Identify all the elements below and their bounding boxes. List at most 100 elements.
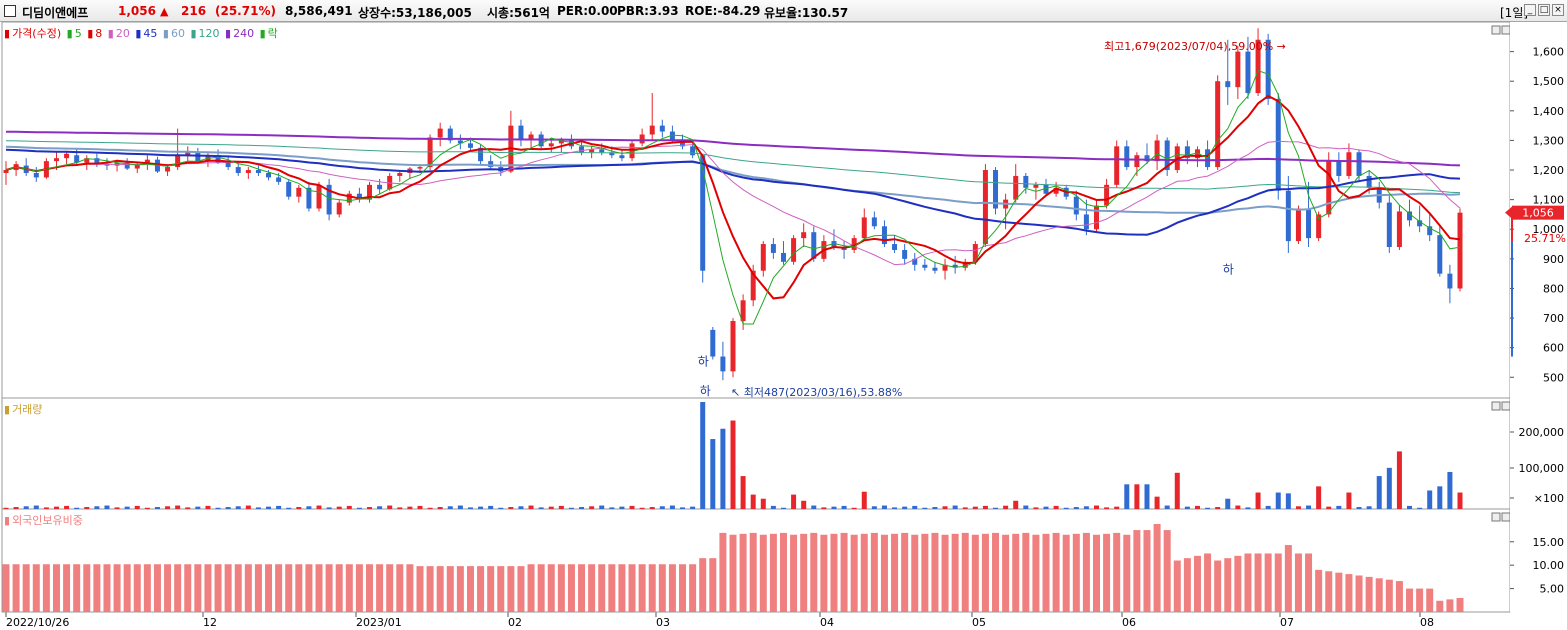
foreign-bar bbox=[1163, 530, 1171, 612]
foreign-bar bbox=[1103, 533, 1111, 612]
price-tick-label: 1,600 bbox=[1533, 46, 1565, 59]
candle-body bbox=[74, 155, 80, 163]
volume-bar bbox=[861, 491, 867, 509]
candle-body bbox=[33, 172, 39, 178]
volume-bar bbox=[1205, 507, 1211, 509]
candle-body bbox=[1356, 152, 1362, 176]
volume-bar bbox=[1174, 472, 1180, 509]
foreign-bar bbox=[1375, 578, 1383, 612]
candle-body bbox=[336, 202, 342, 215]
minimize-icon[interactable]: _ bbox=[1524, 4, 1536, 16]
foreign-bar bbox=[1173, 560, 1181, 612]
foreign-bar bbox=[719, 532, 727, 612]
period-selector[interactable]: [1일] bbox=[1500, 6, 1529, 20]
foreign-bar bbox=[618, 564, 626, 612]
candle-body bbox=[377, 184, 383, 190]
candle-body bbox=[276, 177, 282, 182]
foreign-bar bbox=[779, 532, 787, 612]
foreign-bar bbox=[820, 534, 828, 612]
volume-bar bbox=[144, 507, 150, 509]
volume-bar bbox=[367, 507, 372, 509]
candle-body bbox=[528, 134, 534, 141]
y-axis-area bbox=[1510, 22, 1567, 612]
candle-body bbox=[1144, 155, 1150, 162]
price-tick-label: 700 bbox=[1543, 312, 1564, 325]
foreign-bar bbox=[1183, 558, 1191, 612]
foreign-bar bbox=[1204, 553, 1212, 612]
foreign-bar bbox=[658, 564, 666, 612]
volume-bar bbox=[326, 507, 332, 509]
candle-body bbox=[437, 128, 443, 138]
volume-bar bbox=[922, 507, 928, 509]
candle-body bbox=[245, 170, 251, 173]
candle-body bbox=[1295, 208, 1301, 242]
candle-body bbox=[932, 267, 938, 271]
candle-body bbox=[548, 143, 554, 147]
candle-body bbox=[760, 244, 766, 271]
candle-body bbox=[306, 187, 312, 209]
volume-bar bbox=[1376, 476, 1382, 509]
foreign-bar bbox=[1325, 571, 1333, 612]
volume-panel-restore-icon bbox=[1491, 401, 1501, 411]
candle-body bbox=[356, 193, 362, 200]
candle-body bbox=[1407, 211, 1413, 221]
volume-bar bbox=[1053, 505, 1059, 509]
select-checkbox[interactable] bbox=[4, 5, 16, 17]
close-icon[interactable]: × bbox=[1552, 4, 1564, 16]
foreign-bar bbox=[749, 532, 757, 612]
foreign-bar bbox=[295, 564, 303, 612]
maximize-icon[interactable]: □ bbox=[1538, 4, 1550, 16]
foreign-bar bbox=[1153, 523, 1161, 612]
foreign-bar bbox=[1305, 553, 1313, 612]
candle-body bbox=[1366, 175, 1372, 188]
candle-body bbox=[902, 249, 908, 259]
candle-body bbox=[225, 162, 231, 168]
foreign-bar bbox=[1234, 555, 1242, 612]
volume-bar bbox=[1043, 506, 1049, 509]
foreign-bar bbox=[1193, 555, 1201, 612]
candle-body bbox=[1285, 190, 1291, 242]
date-tick-label: 07 bbox=[1280, 616, 1294, 629]
volume-bar bbox=[932, 507, 938, 509]
candle-body bbox=[1033, 184, 1039, 188]
date-tick-label: 02 bbox=[508, 616, 522, 629]
candle-body bbox=[84, 158, 90, 163]
volume-bar bbox=[1063, 507, 1069, 509]
legend-price-icon: ▮ bbox=[4, 27, 11, 40]
volume-bar bbox=[1194, 505, 1200, 509]
volume-bar bbox=[1427, 490, 1433, 509]
candle-body bbox=[801, 232, 807, 239]
foreign-bar bbox=[1224, 558, 1232, 612]
volume-bar bbox=[518, 506, 524, 509]
foreign-bar bbox=[174, 564, 182, 612]
candle-body bbox=[619, 155, 625, 159]
foreign-bar bbox=[1446, 599, 1454, 612]
foreign-bar bbox=[1093, 534, 1100, 612]
candle-body bbox=[952, 264, 958, 268]
market-cap: 시총:561억 bbox=[487, 6, 550, 20]
volume-bar bbox=[599, 505, 605, 509]
volume-bar bbox=[175, 505, 181, 509]
foreign-bar bbox=[790, 534, 798, 612]
volume-bar bbox=[1386, 467, 1392, 509]
foreign-bar bbox=[426, 566, 434, 612]
foreign-bar bbox=[941, 534, 949, 612]
candle-body bbox=[417, 167, 423, 169]
foreign-bar bbox=[1113, 532, 1121, 612]
price-legend: ▮ 가격(수정) ▮ 5 ▮ 8 ▮ 20 ▮ 45 ▮ 60 ▮ 120 ▮ 240 ▮ 락 bbox=[4, 25, 280, 41]
volume-bar bbox=[629, 505, 635, 509]
candle-body bbox=[367, 184, 372, 200]
price-tick-label: 600 bbox=[1543, 342, 1564, 355]
date-tick-label: 03 bbox=[656, 616, 670, 629]
volume-bar bbox=[407, 506, 413, 509]
foreign-bar bbox=[42, 564, 50, 612]
legend-ma5: 5 bbox=[74, 27, 82, 40]
foreign-bar bbox=[164, 564, 172, 612]
current-price-label: 1,056 bbox=[1522, 207, 1554, 220]
volume-bar bbox=[488, 505, 494, 509]
price-tick-label: 1,300 bbox=[1533, 134, 1565, 147]
foreign-bar bbox=[709, 558, 717, 612]
legend-foreign-icon: ▮ bbox=[4, 514, 11, 527]
foreign-bar bbox=[567, 564, 575, 612]
